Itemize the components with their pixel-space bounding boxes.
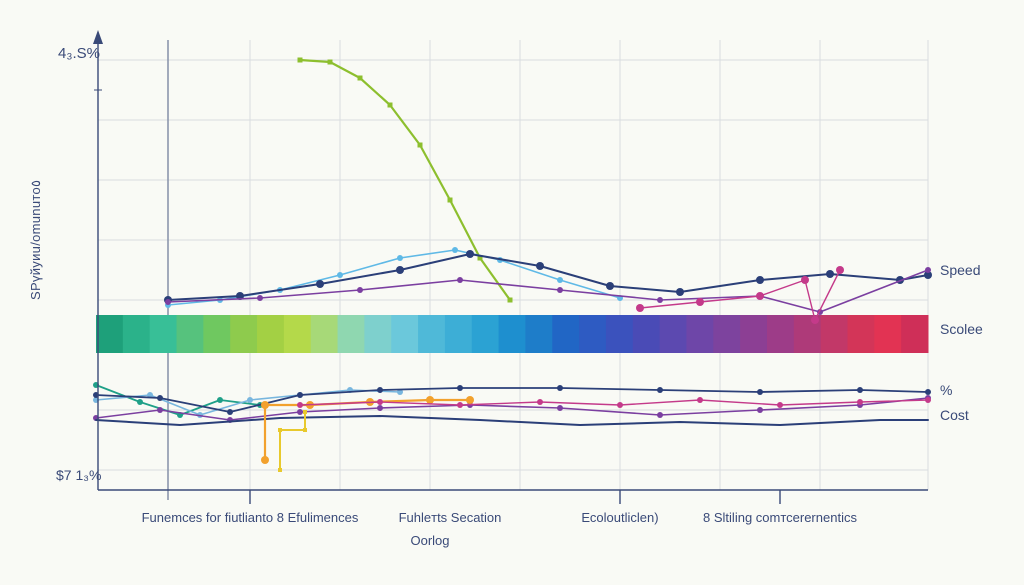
svg-text:Есolоutlісlеn): Есolоutlісlеn) (581, 510, 658, 525)
svg-text:Fuhleтts Sеcatіon: Fuhleтts Sеcatіon (399, 510, 502, 525)
y-axis-title: SРүйуиu/omunuто٥ (28, 180, 44, 300)
svg-text:Funemces for fiutliantо 8 Еf: Funemces for fiutliantо 8 Еfulіmencеs (142, 510, 359, 525)
svg-text:%: % (940, 382, 952, 398)
svg-text:4₃.S%: 4₃.S% (58, 45, 100, 62)
svg-text:Speed: Speed (940, 262, 980, 278)
svg-text:8 Sltiling сomтсеrernentiсs: 8 Sltiling сomтсеrernentiсs (703, 510, 857, 525)
svg-text:Scоlee: Scоlee (940, 321, 983, 337)
svg-text:Cost: Cost (940, 407, 969, 423)
chart-container: Funemces for fiutliantо 8 Еfulіmencеs Fuh… (0, 0, 1024, 585)
chart-svg: Funemces for fiutliantо 8 Еfulіmencеs Fuh… (0, 0, 1024, 585)
svg-text:Ооrlоg: Ооrlоg (410, 533, 449, 548)
svg-text:$7 1₃%: $7 1₃% (56, 467, 101, 483)
